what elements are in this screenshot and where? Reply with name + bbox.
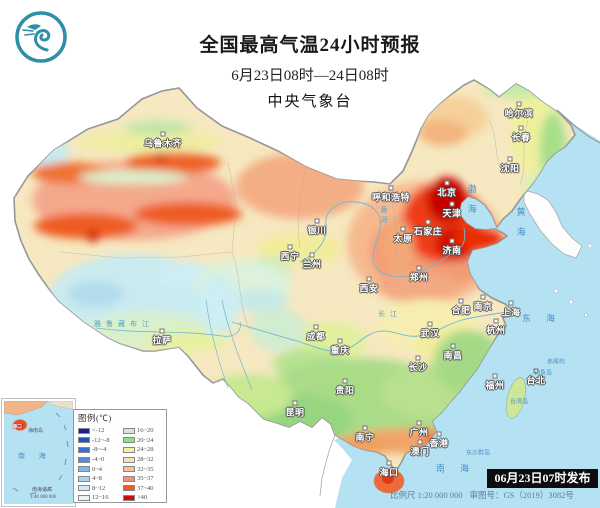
legend-swatch — [78, 437, 90, 444]
legend-item: -12~-8 — [78, 436, 122, 446]
legend-label: 12~16 — [92, 494, 109, 502]
legend-label: 16~20 — [137, 427, 154, 435]
inset-sea-label: 南 海 — [18, 452, 52, 460]
legend-swatch — [123, 475, 135, 482]
legend-swatch — [123, 494, 135, 501]
rivers — [95, 201, 509, 391]
legend-label: 4~8 — [92, 475, 103, 483]
legend-item: 12~16 — [78, 493, 122, 503]
legend-swatch — [78, 456, 90, 463]
legend-swatch — [78, 446, 90, 453]
legend-label: 37~40 — [137, 484, 154, 492]
legend-swatch — [123, 446, 135, 453]
vietnam-coast — [319, 434, 336, 497]
legend-swatch — [123, 485, 135, 492]
legend-label: <-12 — [92, 427, 105, 435]
legend-label: 24~28 — [137, 446, 154, 454]
release-time-badge: 06月23日07时发布 — [487, 469, 598, 488]
legend-label: 35~37 — [137, 475, 154, 483]
legend-label: >40 — [137, 494, 148, 502]
legend-item: 20~24 — [123, 436, 167, 446]
legend-label: -8~-4 — [92, 446, 107, 454]
legend-swatch — [123, 437, 135, 444]
legend-item: 8~12 — [78, 484, 122, 494]
inset-city-label: 海口 — [12, 424, 23, 430]
korea-landmass — [523, 189, 583, 259]
legend-swatch — [78, 485, 90, 492]
legend-label: 28~32 — [137, 456, 154, 464]
inset-scale: 1:40 000 000 — [30, 495, 57, 500]
legend-swatch — [78, 475, 90, 482]
legend-swatch — [123, 456, 135, 463]
legend-swatch — [78, 466, 90, 473]
province-boundaries — [59, 119, 529, 331]
inset-island-label: 海南岛 — [28, 429, 44, 434]
legend-item: 28~32 — [123, 455, 167, 465]
south-china-sea-inset: 海口 海南岛 南 海 南海诸岛 1:40 000 000 — [1, 398, 76, 507]
legend-label: 0~4 — [92, 465, 103, 473]
legend-swatch — [123, 427, 135, 434]
legend-item: 32~35 — [123, 464, 167, 474]
inset-map-graphic — [4, 401, 73, 495]
offshore-islands — [553, 243, 593, 317]
legend-label: 20~24 — [137, 436, 154, 444]
legend-item: 0~4 — [78, 464, 122, 474]
inset-islands-group-label: 南海诸岛 — [32, 488, 53, 493]
legend-item: -8~-4 — [78, 445, 122, 455]
legend-item: 16~20 — [123, 426, 167, 436]
legend-label: 8~12 — [92, 484, 106, 492]
legend-item: 4~8 — [78, 474, 122, 484]
legend-grid: <-12 -12~-8 -8~-4 -4~0 0~4 4~8 8~12 12~16 16~20 2… — [78, 426, 166, 503]
legend-label: -12~-8 — [92, 436, 110, 444]
legend-label: -4~0 — [92, 456, 105, 464]
legend-label: 32~35 — [137, 465, 154, 473]
legend-item: >40 — [123, 493, 167, 503]
legend-item: 37~40 — [123, 484, 167, 494]
legend-item: 24~28 — [123, 445, 167, 455]
legend-swatch — [78, 427, 90, 434]
legend-title: 图例(℃) — [78, 413, 112, 423]
map-info: 比例尺 1:20 000 000 审图号：GS（2019）3082号 — [390, 489, 600, 501]
legend-swatch — [123, 466, 135, 473]
cma-logo — [15, 11, 67, 63]
temperature-legend: 图例(℃) <-12 -12~-8 -8~-4 -4~0 0~4 4~8 8~12 12~16… — [73, 409, 167, 503]
legend-item: 35~37 — [123, 474, 167, 484]
map-scale-label: 比例尺 1:20 000 000 — [390, 490, 463, 500]
legend-item: -4~0 — [78, 455, 122, 465]
legend-swatch — [78, 494, 90, 501]
legend-item: <-12 — [78, 426, 122, 436]
map-review-number: 审图号：GS（2019）3082号 — [469, 490, 574, 500]
hainan-island — [373, 468, 405, 494]
taiwan-island — [505, 377, 527, 419]
